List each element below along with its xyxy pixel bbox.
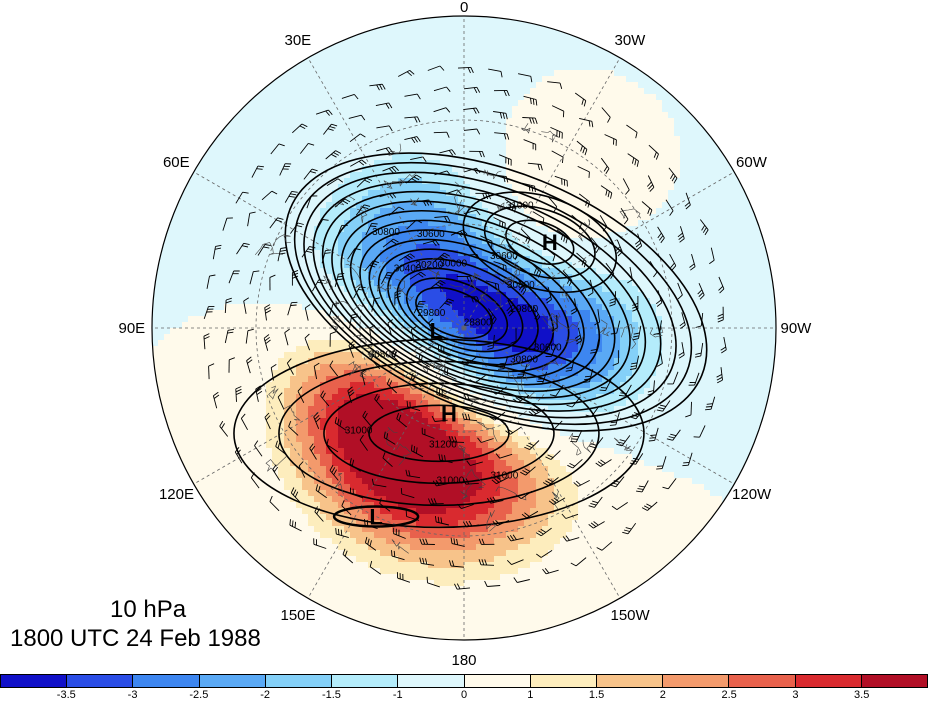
longitude-label: 150E bbox=[280, 607, 316, 625]
longitude-label: 120E bbox=[158, 485, 195, 503]
contour-label: 31000 bbox=[436, 475, 464, 486]
colorbar-swatch bbox=[861, 675, 928, 687]
polar-stereographic-map: 31000 31000 31000 31000 31200 30800 30800 30800… bbox=[151, 15, 777, 641]
colorbar-tick-label: -2.5 bbox=[189, 689, 209, 701]
contour-label: 31000 bbox=[490, 471, 518, 482]
longitude-label: 90E bbox=[118, 319, 146, 337]
longitude-label: 120W bbox=[732, 485, 772, 503]
colorbar-swatch bbox=[398, 675, 465, 687]
colorbar bbox=[0, 674, 928, 688]
contour-label: 30600 bbox=[490, 251, 518, 262]
colorbar-swatch bbox=[729, 675, 796, 687]
longitude-label: 90W bbox=[780, 319, 812, 337]
colorbar-swatch bbox=[133, 675, 200, 687]
colorbar-swatch bbox=[795, 675, 862, 687]
colorbar-swatch bbox=[596, 675, 664, 687]
low-center-label: L bbox=[369, 505, 382, 530]
colorbar-swatch bbox=[332, 675, 399, 687]
longitude-label: 30E bbox=[284, 31, 312, 49]
longitude-label: 60E bbox=[162, 153, 190, 171]
colorbar-tick-label: -3.5 bbox=[56, 689, 76, 701]
colorbar-swatch bbox=[265, 675, 333, 687]
contour-label: 28800 bbox=[464, 318, 492, 329]
low-center-label: L bbox=[430, 318, 443, 343]
colorbar-tick-label: 2.5 bbox=[721, 689, 737, 701]
colorbar-tick-label: 3 bbox=[792, 689, 799, 701]
contour-label: 31000 bbox=[345, 425, 373, 436]
contour-label: 30800 bbox=[369, 350, 397, 361]
colorbar-tick-label: -2 bbox=[260, 689, 271, 701]
contour-label: 30800 bbox=[510, 355, 538, 366]
contour-label: 30200 bbox=[415, 260, 443, 271]
longitude-label: 30W bbox=[614, 31, 646, 49]
contour-label: 30000 bbox=[439, 259, 467, 270]
high-center-label: H bbox=[542, 230, 558, 255]
colorbar-swatch bbox=[67, 675, 134, 687]
colorbar-swatch bbox=[663, 675, 730, 687]
contour-labels: 31000 31000 31000 31000 31200 30800 30800 30800… bbox=[345, 201, 562, 487]
map-level-label: 10 hPa bbox=[110, 596, 187, 623]
anomaly-shading bbox=[152, 16, 776, 640]
contour-label: 29800 bbox=[510, 304, 538, 315]
longitude-label: 0 bbox=[460, 0, 469, 16]
map-boundary bbox=[151, 15, 777, 641]
colorbar-tick-label: 3.5 bbox=[854, 689, 870, 701]
contour-label: 31200 bbox=[429, 440, 457, 451]
wind-barbs bbox=[203, 65, 727, 590]
coastlines bbox=[254, 123, 664, 554]
contour-label: 30400 bbox=[394, 264, 422, 275]
pressure-centers: H L H L bbox=[369, 230, 557, 529]
colorbar-tick-label: -3 bbox=[127, 689, 138, 701]
contour-label: 30800 bbox=[507, 280, 535, 291]
contour-label: 30600 bbox=[534, 342, 562, 353]
colorbar-tick-label: 1.5 bbox=[588, 689, 605, 701]
longitude-label: 180 bbox=[451, 651, 477, 669]
high-center-label: H bbox=[441, 401, 457, 426]
colorbar-swatch bbox=[464, 675, 531, 687]
colorbar-tick-label: 1 bbox=[527, 689, 534, 701]
map-time-label: 1800 UTC 24 Feb 1988 bbox=[10, 625, 261, 652]
contour-label: 29800 bbox=[417, 308, 445, 319]
colorbar-tick-label: -1.5 bbox=[321, 689, 341, 701]
contour-label: 30800 bbox=[372, 227, 400, 238]
colorbar-tick-labels: -3.5 -3 -2.5 -2 -1.5 -1 0 1 1.5 2 2.5 3 3.5 bbox=[0, 690, 928, 702]
colorbar-tick-label: 2 bbox=[659, 689, 666, 701]
contour-label: 30600 bbox=[417, 229, 445, 240]
longitude-label: 60W bbox=[736, 153, 767, 171]
longitude-label: 150W bbox=[610, 607, 650, 625]
colorbar-swatch bbox=[1, 675, 68, 687]
colorbar-tick-label: -1 bbox=[392, 689, 403, 701]
colorbar-tick-label: 0 bbox=[460, 689, 468, 701]
colorbar-swatch bbox=[530, 675, 597, 687]
colorbar-swatch bbox=[199, 675, 266, 687]
contour-label: 31000 bbox=[506, 201, 534, 212]
